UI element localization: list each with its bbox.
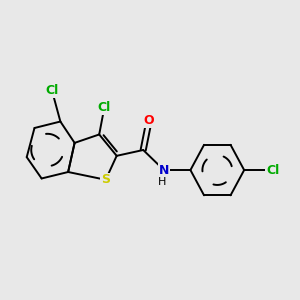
Text: Cl: Cl <box>45 84 58 97</box>
Text: N: N <box>159 164 169 177</box>
Text: Cl: Cl <box>98 101 111 114</box>
Text: H: H <box>158 177 166 188</box>
Text: O: O <box>144 114 154 128</box>
Text: Cl: Cl <box>266 164 279 177</box>
Text: S: S <box>101 173 110 186</box>
